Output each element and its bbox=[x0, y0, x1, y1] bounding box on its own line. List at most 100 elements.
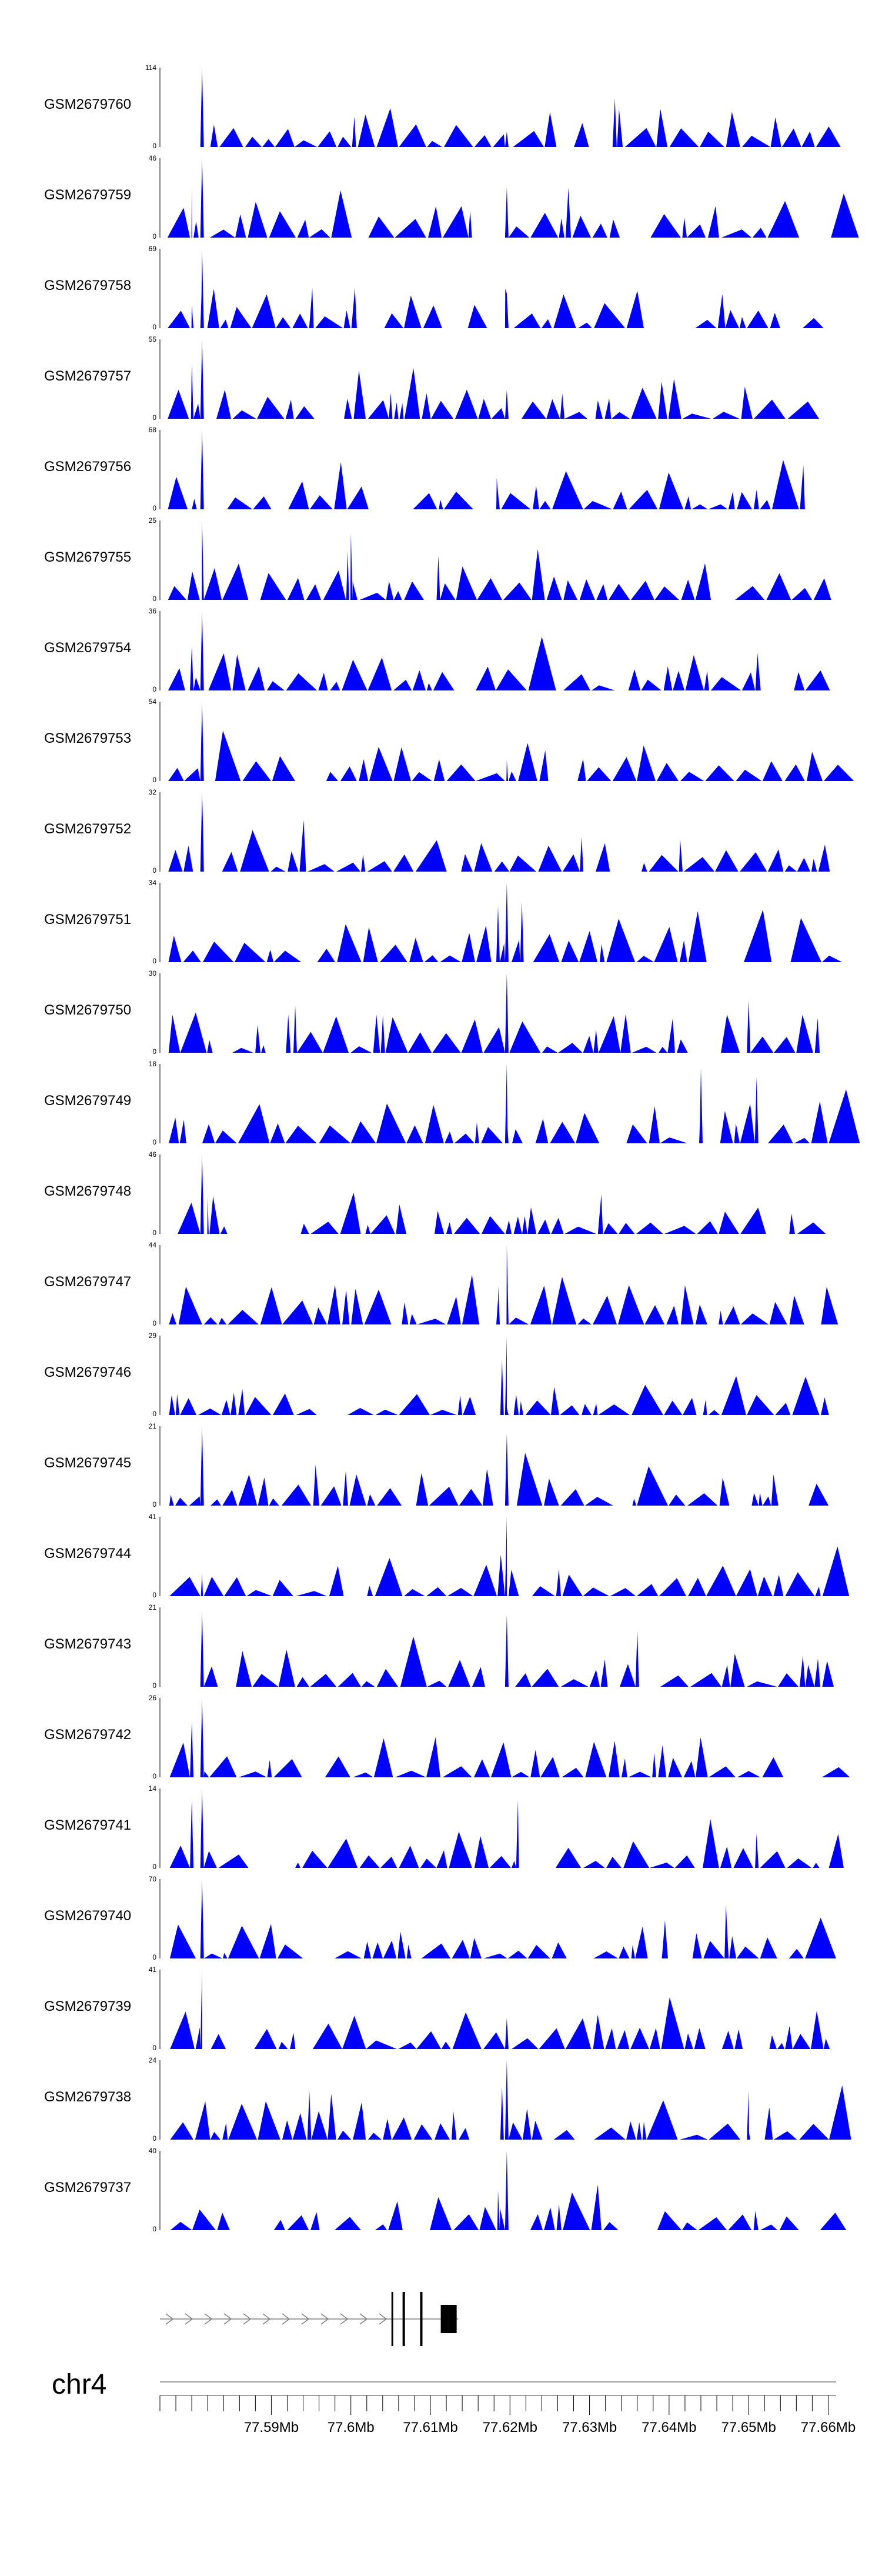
track-GSM2679738: GSM2679738 24 0 bbox=[44, 2056, 851, 2143]
track-label: GSM2679750 bbox=[44, 1002, 131, 1018]
track-label: GSM2679738 bbox=[44, 2089, 131, 2105]
track-max-label: 36 bbox=[149, 607, 157, 615]
coverage-area bbox=[160, 68, 841, 147]
track-GSM2679760: GSM2679760 114 0 bbox=[44, 64, 841, 150]
track-zero-label: 0 bbox=[152, 232, 156, 241]
strand-arrow-icon bbox=[204, 2313, 213, 2325]
track-label: GSM2679741 bbox=[44, 1817, 131, 1833]
coverage-area bbox=[160, 430, 826, 509]
track-zero-label: 0 bbox=[152, 866, 156, 875]
track-zero-label: 0 bbox=[152, 1319, 156, 1327]
track-zero-label: 0 bbox=[152, 323, 156, 331]
track-zero-label: 0 bbox=[152, 1953, 156, 1961]
track-GSM2679741: GSM2679741 14 0 bbox=[44, 1784, 844, 1871]
track-label: GSM2679758 bbox=[44, 278, 131, 293]
track-zero-label: 0 bbox=[152, 1138, 156, 1146]
track-max-label: 46 bbox=[149, 1150, 157, 1159]
track-GSM2679745: GSM2679745 21 0 bbox=[44, 1422, 829, 1509]
track-zero-label: 0 bbox=[152, 776, 156, 784]
track-label: GSM2679743 bbox=[44, 1636, 131, 1652]
track-GSM2679746: GSM2679746 29 0 bbox=[44, 1332, 829, 1418]
coverage-area bbox=[160, 702, 854, 781]
track-max-label: 41 bbox=[149, 1513, 157, 1521]
tick-label: 77.66Mb bbox=[801, 2420, 856, 2435]
track-max-label: 21 bbox=[149, 1603, 157, 1611]
strand-arrow-icon bbox=[282, 2313, 290, 2325]
track-GSM2679749: GSM2679749 18 0 bbox=[44, 1060, 860, 1146]
coverage-area bbox=[160, 339, 826, 419]
track-GSM2679750: GSM2679750 30 0 bbox=[44, 969, 831, 1056]
track-label: GSM2679755 bbox=[44, 549, 131, 565]
track-zero-label: 0 bbox=[152, 957, 156, 965]
track-max-label: 34 bbox=[149, 879, 157, 887]
track-GSM2679759: GSM2679759 46 0 bbox=[44, 154, 859, 241]
track-zero-label: 0 bbox=[152, 142, 156, 150]
chromosome-label: chr4 bbox=[52, 2369, 106, 2400]
track-label: GSM2679760 bbox=[44, 96, 131, 112]
coverage-area bbox=[160, 1517, 850, 1596]
exon-block bbox=[391, 2292, 393, 2346]
track-zero-label: 0 bbox=[152, 2134, 156, 2143]
track-GSM2679740: GSM2679740 70 0 bbox=[44, 1875, 836, 1961]
track-GSM2679742: GSM2679742 26 0 bbox=[44, 1694, 850, 1780]
track-GSM2679737: GSM2679737 40 0 bbox=[44, 2147, 847, 2233]
strand-arrow-icon bbox=[359, 2313, 368, 2325]
track-zero-label: 0 bbox=[152, 504, 156, 512]
track-label: GSM2679747 bbox=[44, 1274, 131, 1290]
strand-arrow-icon bbox=[262, 2313, 271, 2325]
track-label: GSM2679754 bbox=[44, 640, 131, 656]
track-label: GSM2679745 bbox=[44, 1455, 131, 1471]
exon-block bbox=[449, 2305, 457, 2333]
track-GSM2679739: GSM2679739 41 0 bbox=[44, 1966, 832, 2052]
track-max-label: 25 bbox=[149, 516, 157, 525]
track-zero-label: 0 bbox=[152, 1681, 156, 1690]
track-max-label: 55 bbox=[149, 335, 157, 343]
track-zero-label: 0 bbox=[152, 413, 156, 422]
coverage-area bbox=[160, 158, 859, 238]
track-GSM2679755: GSM2679755 25 0 bbox=[44, 516, 831, 603]
track-max-label: 68 bbox=[149, 426, 157, 434]
strand-arrow-icon bbox=[243, 2313, 252, 2325]
track-max-label: 70 bbox=[149, 1875, 157, 1883]
track-max-label: 44 bbox=[149, 1241, 157, 1249]
strand-arrow-icon bbox=[320, 2313, 329, 2325]
track-label: GSM2679746 bbox=[44, 1364, 131, 1380]
genome-axis: chr4 77.59Mb 77.6Mb 77.61Mb 77.62Mb 77.63Mb 7… bbox=[52, 2369, 856, 2435]
strand-arrow-icon bbox=[379, 2313, 387, 2325]
tick-label: 77.59Mb bbox=[244, 2420, 299, 2435]
track-GSM2679744: GSM2679744 41 0 bbox=[44, 1513, 850, 1599]
track-GSM2679752: GSM2679752 32 0 bbox=[44, 788, 830, 875]
track-max-label: 29 bbox=[149, 1332, 157, 1340]
coverage-area bbox=[160, 520, 831, 600]
track-label: GSM2679739 bbox=[44, 1998, 131, 2014]
track-zero-label: 0 bbox=[152, 1772, 156, 1780]
track-zero-label: 0 bbox=[152, 1863, 156, 1871]
tick-label: 77.63Mb bbox=[562, 2420, 617, 2435]
strand-arrow-icon bbox=[301, 2313, 310, 2325]
track-max-label: 41 bbox=[149, 1966, 157, 1974]
coverage-area bbox=[160, 1788, 844, 1868]
track-label: GSM2679737 bbox=[44, 2180, 131, 2195]
tick-label: 77.6Mb bbox=[328, 2420, 375, 2435]
track-GSM2679756: GSM2679756 68 0 bbox=[44, 426, 826, 512]
track-max-label: 18 bbox=[149, 1060, 157, 1068]
strand-arrow-icon bbox=[185, 2313, 193, 2325]
track-zero-label: 0 bbox=[152, 1591, 156, 1599]
exon-block bbox=[440, 2305, 449, 2333]
track-label: GSM2679756 bbox=[44, 459, 131, 475]
coverage-area bbox=[160, 2151, 847, 2230]
track-zero-label: 0 bbox=[152, 1410, 156, 1418]
track-label: GSM2679757 bbox=[44, 368, 131, 384]
coverage-area bbox=[160, 1064, 860, 1143]
track-max-label: 26 bbox=[149, 1694, 157, 1702]
track-label: GSM2679751 bbox=[44, 912, 131, 927]
track-label: GSM2679742 bbox=[44, 1727, 131, 1743]
signal-tracks: GSM2679760 114 0 GSM2679759 46 0 GSM2679758 69 0… bbox=[44, 64, 860, 2233]
tick-label: 77.61Mb bbox=[403, 2420, 457, 2435]
track-max-label: 46 bbox=[149, 154, 157, 162]
track-GSM2679758: GSM2679758 69 0 bbox=[44, 245, 824, 331]
track-GSM2679751: GSM2679751 34 0 bbox=[44, 879, 843, 965]
track-GSM2679753: GSM2679753 54 0 bbox=[44, 698, 854, 784]
track-label: GSM2679759 bbox=[44, 187, 131, 203]
